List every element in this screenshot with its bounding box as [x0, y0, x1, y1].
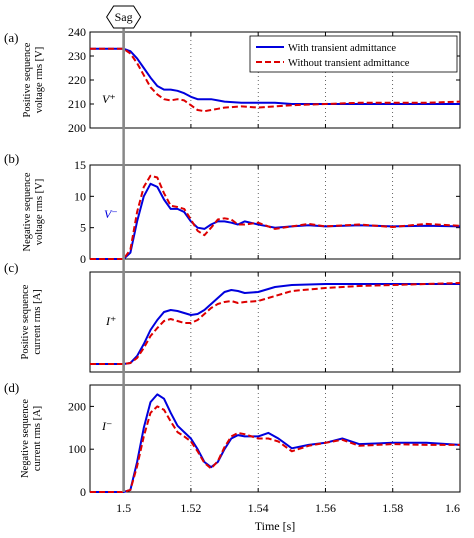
- quantity-annotation: V⁻: [104, 207, 118, 221]
- series-line-with-transient-admittance: [90, 283, 460, 365]
- y-axis-label: voltage rms [V]: [34, 179, 45, 245]
- panel-letter: (b): [4, 151, 19, 166]
- x-tick-label: 1.6: [445, 501, 460, 515]
- series-line-without-transient-admittance: [90, 282, 461, 365]
- chart-panel-2: (c)Positive sequence current rms [A] I⁺: [4, 260, 461, 373]
- panel-letter: (a): [4, 30, 18, 45]
- x-tick-label: 1.5: [116, 501, 131, 515]
- axes-frame: [89, 271, 461, 373]
- sag-marker-label: Sag: [115, 10, 133, 24]
- y-axis-label: Positive sequence: [20, 284, 31, 359]
- y-tick-label: 5: [80, 221, 86, 235]
- y-axis-label: voltage rms [V]: [34, 47, 45, 113]
- y-axis-label: current rms [A]: [32, 406, 43, 471]
- chart-panel-0: 200 210 220 230 240 (a) Positive sequence volta…: [4, 25, 461, 135]
- x-tick-label: 1.52: [180, 501, 201, 515]
- y-tick-label: 220: [68, 73, 86, 87]
- y-tick-label: 240: [68, 25, 86, 39]
- y-axis-label: current rms [A]: [32, 289, 43, 354]
- sag-marker-badge: [106, 5, 142, 29]
- quantity-annotation: V⁺: [102, 92, 116, 106]
- series-line-without-transient-admittance: [90, 405, 460, 493]
- quantity-annotation: I⁺: [105, 314, 116, 328]
- series-line-with-transient-admittance: [90, 182, 461, 260]
- chart-panel-3: 0 100 200 (d)Negative sequence current rms […: [4, 380, 461, 499]
- axes-frame: [89, 164, 461, 260]
- legend-entry-label: Without transient admittance: [288, 58, 410, 69]
- y-tick-label: 10: [74, 189, 86, 203]
- y-tick-label: 0: [80, 485, 86, 499]
- y-axis-label: Positive sequence: [22, 42, 33, 117]
- legend-box: [249, 35, 458, 73]
- y-tick-label: 200: [68, 121, 86, 135]
- x-tick-label: 1.54: [248, 501, 269, 515]
- series-line-with-transient-admittance: [90, 47, 460, 105]
- series-line-with-transient-admittance: [90, 393, 461, 493]
- series-line-without-transient-admittance: [90, 174, 461, 260]
- axes-frame: [89, 384, 461, 493]
- y-axis-label: Negative sequence: [20, 399, 31, 478]
- axes-frame: [89, 31, 461, 129]
- panel-letter: (d): [4, 380, 19, 395]
- series-line-without-transient-admittance: [90, 47, 461, 113]
- x-axis-label: Time [s]: [255, 519, 296, 533]
- x-tick-label: 1.58: [382, 501, 403, 515]
- y-tick-label: 0: [80, 252, 86, 266]
- y-tick-label: 100: [68, 442, 86, 456]
- quantity-annotation: I⁻: [101, 419, 112, 433]
- x-tick-label: 1.56: [315, 501, 336, 515]
- y-tick-label: 230: [68, 49, 86, 63]
- chart-panel-1: 0 5 10 15 (b)Negative sequence voltage rms [V…: [4, 151, 461, 266]
- legend-entry-label: With transient admittance: [288, 43, 396, 54]
- y-axis-label: Negative sequence: [22, 172, 33, 251]
- y-tick-label: 200: [68, 399, 86, 413]
- y-tick-label: 210: [68, 97, 86, 111]
- y-tick-label: 15: [74, 158, 86, 172]
- panel-letter: (c): [4, 260, 18, 275]
